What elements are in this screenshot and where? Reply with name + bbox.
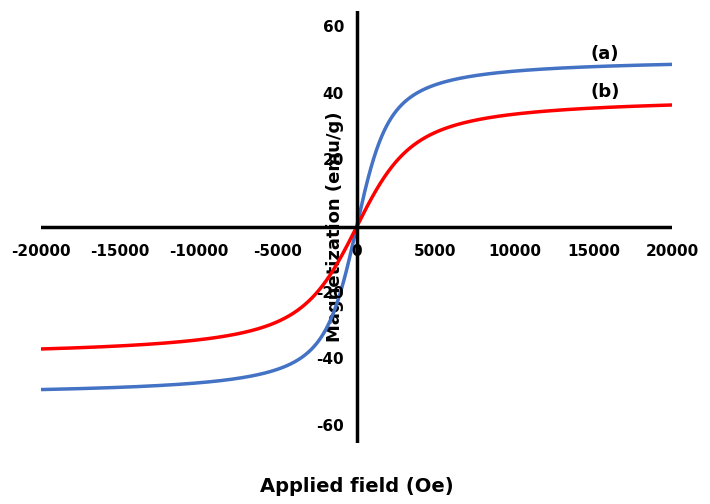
- Text: -20: -20: [316, 286, 344, 301]
- Text: -40: -40: [317, 352, 344, 367]
- Y-axis label: Magnetization (emu/g): Magnetization (emu/g): [326, 112, 344, 342]
- Text: 0: 0: [351, 244, 362, 259]
- X-axis label: Applied field (Oe): Applied field (Oe): [260, 477, 454, 496]
- Text: 20: 20: [322, 153, 344, 168]
- Text: 10000: 10000: [488, 244, 541, 259]
- Text: 20000: 20000: [645, 244, 699, 259]
- Text: 15000: 15000: [567, 244, 620, 259]
- Text: -60: -60: [316, 419, 344, 434]
- Text: 60: 60: [322, 20, 344, 35]
- Text: 5000: 5000: [414, 244, 457, 259]
- Text: (b): (b): [590, 84, 620, 101]
- Text: -15000: -15000: [90, 244, 150, 259]
- Text: -10000: -10000: [169, 244, 229, 259]
- Text: -20000: -20000: [11, 244, 71, 259]
- Text: 40: 40: [323, 87, 344, 102]
- Text: (a): (a): [590, 45, 618, 64]
- Text: -5000: -5000: [253, 244, 302, 259]
